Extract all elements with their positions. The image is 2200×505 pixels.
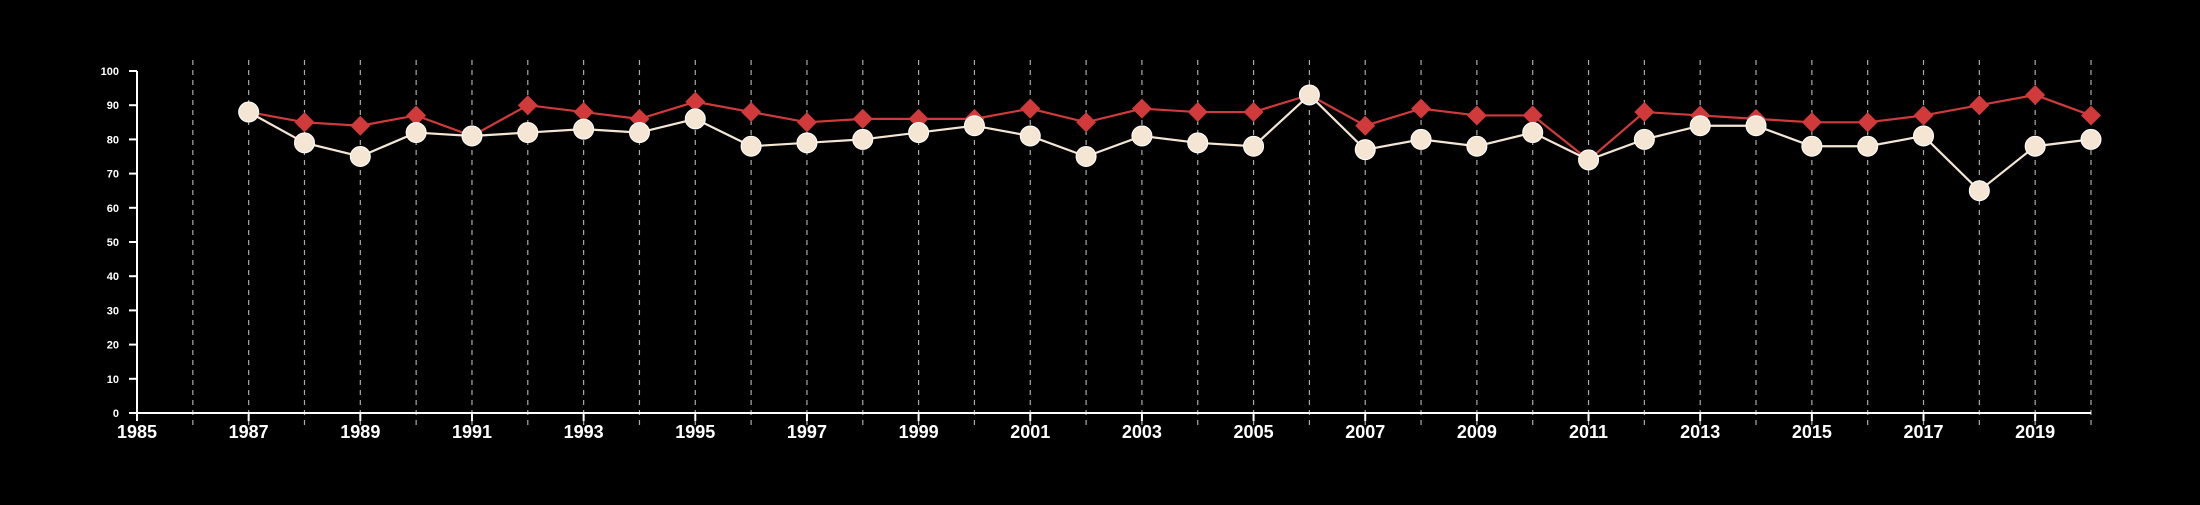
series-1-circle bbox=[238, 84, 2102, 202]
y-tick-label-60: 60 bbox=[107, 203, 119, 215]
series-1-point-1993 bbox=[573, 118, 595, 140]
series-0-point-2020 bbox=[2081, 105, 2101, 126]
series-1-point-1990 bbox=[405, 122, 427, 144]
series-1-point-1992 bbox=[517, 122, 539, 144]
x-tick-label-2011: 2011 bbox=[1569, 422, 1608, 442]
x-tick-label-2007: 2007 bbox=[1345, 422, 1385, 442]
x-tick-label-2013: 2013 bbox=[1680, 422, 1720, 442]
series-1-point-2003 bbox=[1131, 125, 1153, 147]
series-0-point-2007 bbox=[1355, 115, 1376, 136]
y-tick-label-0: 0 bbox=[113, 408, 119, 420]
y-tick-label-70: 70 bbox=[107, 169, 119, 181]
series-0-point-1992 bbox=[517, 95, 538, 116]
x-tick-label-1989: 1989 bbox=[340, 422, 380, 442]
x-tick-label-1995: 1995 bbox=[675, 422, 715, 442]
series-1-point-2002 bbox=[1075, 146, 1097, 167]
series-1-point-1987 bbox=[238, 101, 260, 123]
series-1-point-2006 bbox=[1298, 84, 1320, 106]
series-0-point-1997 bbox=[796, 112, 817, 133]
series-1-point-2008 bbox=[1410, 128, 1432, 150]
series-1-point-2012 bbox=[1633, 128, 1655, 150]
series-0-point-1996 bbox=[741, 102, 762, 123]
y-tick-label-30: 30 bbox=[107, 305, 119, 317]
y-tick-label-10: 10 bbox=[107, 374, 119, 386]
series-1-point-2014 bbox=[1745, 115, 1767, 137]
x-tick-label-2009: 2009 bbox=[1457, 422, 1497, 442]
series-1-point-2000 bbox=[963, 115, 985, 137]
series-0-point-2002 bbox=[1076, 112, 1097, 133]
x-tick-label-2003: 2003 bbox=[1122, 422, 1162, 442]
series-0-point-2018 bbox=[1969, 95, 1990, 116]
series-1-point-1997 bbox=[796, 132, 818, 154]
y-tick-label-50: 50 bbox=[107, 237, 119, 249]
series-1-point-1998 bbox=[852, 128, 874, 150]
series-1-point-2009 bbox=[1466, 135, 1488, 157]
series-1-point-2015 bbox=[1801, 135, 1823, 157]
series-1-point-1994 bbox=[628, 122, 650, 144]
x-tick-label-1985: 1985 bbox=[117, 422, 157, 442]
series-0-point-1990 bbox=[406, 105, 427, 126]
series-1-point-2020 bbox=[2080, 128, 2102, 150]
x-tick-label-2017: 2017 bbox=[1903, 422, 1943, 442]
x-tick-label-2001: 2001 bbox=[1010, 422, 1050, 442]
series-1-point-2017 bbox=[1913, 125, 1935, 147]
y-tick-label-40: 40 bbox=[107, 271, 119, 283]
series-1-point-2013 bbox=[1689, 115, 1711, 137]
x-tick-label-2005: 2005 bbox=[1234, 422, 1274, 442]
series-1-point-1988 bbox=[293, 132, 315, 154]
series-0-point-2019 bbox=[2025, 84, 2046, 105]
y-tick-label-80: 80 bbox=[107, 134, 119, 146]
x-tick-label-1999: 1999 bbox=[899, 422, 939, 442]
y-tick-label-20: 20 bbox=[107, 340, 119, 352]
series-0-point-2015 bbox=[1801, 112, 1822, 133]
x-tick-label-1993: 1993 bbox=[564, 422, 604, 442]
series-1-point-1991 bbox=[461, 125, 483, 147]
series-1-point-2011 bbox=[1578, 149, 1600, 171]
x-tick-label-1987: 1987 bbox=[229, 422, 269, 442]
series-1-point-1999 bbox=[908, 122, 930, 144]
series-0-point-2016 bbox=[1857, 112, 1878, 133]
y-tick-label-100: 100 bbox=[101, 66, 119, 78]
series-1-point-1995 bbox=[684, 108, 706, 130]
y-tick-label-90: 90 bbox=[107, 100, 119, 112]
series-1-point-1989 bbox=[349, 146, 371, 167]
series-0-point-1989 bbox=[350, 115, 371, 136]
series-0-point-2017 bbox=[1913, 105, 1934, 126]
x-tick-label-2015: 2015 bbox=[1792, 422, 1832, 442]
series-1-point-1996 bbox=[740, 135, 762, 157]
series-0-point-2012 bbox=[1634, 102, 1655, 123]
series-0-point-2009 bbox=[1466, 105, 1487, 126]
series-0-point-2003 bbox=[1131, 98, 1152, 119]
series bbox=[238, 84, 2102, 202]
series-0-point-2008 bbox=[1411, 98, 1432, 119]
series-0-point-1988 bbox=[294, 112, 315, 133]
series-1-point-2010 bbox=[1522, 122, 1544, 144]
series-0-point-2004 bbox=[1187, 102, 1208, 123]
series-1-point-2016 bbox=[1857, 135, 1879, 157]
series-1-line bbox=[248, 93, 2092, 193]
series-1-point-2018 bbox=[1968, 180, 1990, 202]
series-0-point-2001 bbox=[1020, 98, 1041, 119]
series-1-point-2019 bbox=[2024, 135, 2046, 157]
series-0-point-2005 bbox=[1243, 102, 1264, 123]
series-0-line bbox=[248, 93, 2092, 162]
x-tick-label-1997: 1997 bbox=[787, 422, 827, 442]
y-axis-ticks: 0 10 20 30 40 50 60 70 80 90 100 bbox=[101, 66, 137, 420]
series-0-point-2010 bbox=[1522, 105, 1543, 126]
x-tick-label-2019: 2019 bbox=[2015, 422, 2055, 442]
series-1-point-2005 bbox=[1243, 135, 1265, 157]
series-0-point-1995 bbox=[685, 91, 706, 112]
series-0-point-1998 bbox=[852, 108, 873, 129]
series-0-point-1994 bbox=[629, 108, 650, 129]
series-0-point-1993 bbox=[573, 102, 594, 123]
series-0-point-1999 bbox=[908, 108, 929, 129]
series-1-point-2004 bbox=[1187, 132, 1209, 154]
x-tick-label-1991: 1991 bbox=[452, 422, 492, 442]
series-1-point-2001 bbox=[1019, 125, 1041, 147]
x-axis-ticks: 1985 1987 1989 1991 1993 1995 1997 1999 2001 2003… bbox=[117, 413, 2055, 442]
series-1-point-2007 bbox=[1354, 139, 1376, 161]
